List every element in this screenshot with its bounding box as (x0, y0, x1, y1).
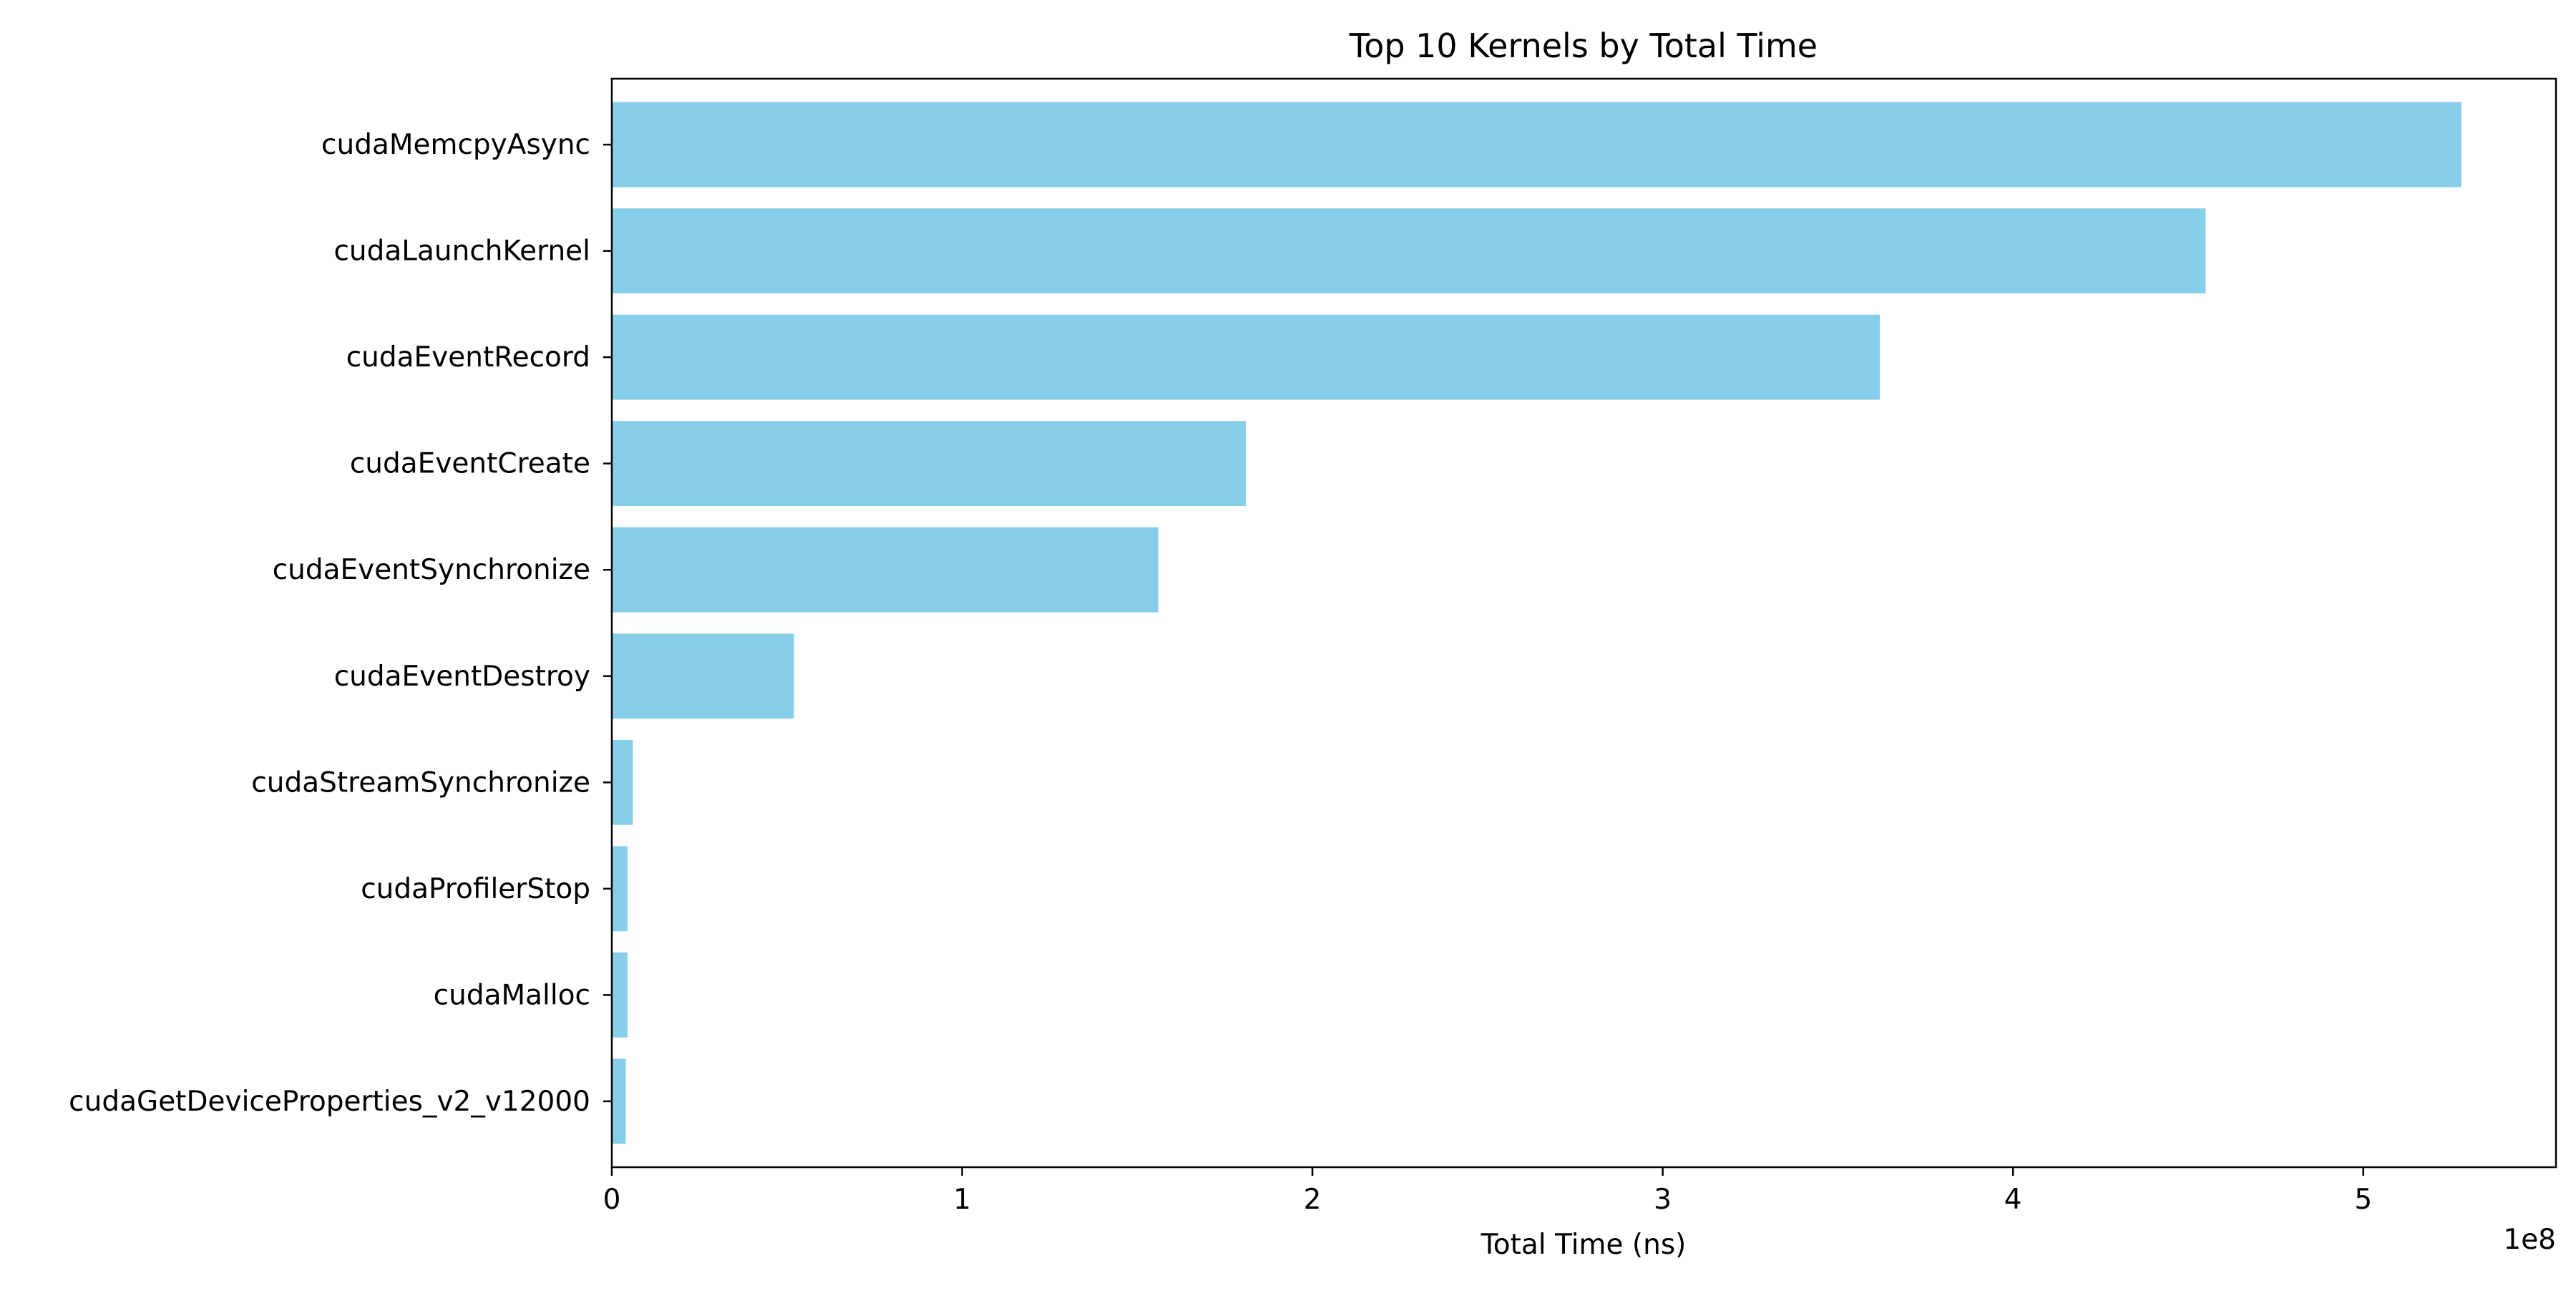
y-axis-ticks: cudaMemcpyAsync cudaLaunchKernel cudaEvent… (69, 129, 612, 1118)
x-axis-label: Total Time (ns) (1480, 1229, 1687, 1261)
y-tick-label: cudaEventRecord (346, 341, 590, 374)
bar-cudaEventSynchronize (612, 527, 1158, 613)
x-tick-label: 3 (1654, 1184, 1672, 1216)
bar-cudaEventCreate (612, 421, 1246, 507)
bar-cudaLaunchKernel (612, 208, 2206, 294)
bars-group (612, 102, 2462, 1144)
y-tick-label: cudaMalloc (434, 979, 590, 1011)
bar-cudaEventDestroy (612, 633, 794, 719)
x-tick-label: 2 (1304, 1184, 1322, 1216)
y-tick-label: cudaEventCreate (350, 448, 590, 480)
y-tick-label: cudaEventDestroy (334, 661, 590, 693)
bar-cudaGetDeviceProperties_v2_v12000 (612, 1058, 626, 1144)
bar-cudaMemcpyAsync (612, 102, 2462, 187)
x-tick-label: 0 (603, 1184, 621, 1216)
chart-title: Top 10 Kernels by Total Time (1349, 26, 1818, 65)
bar-cudaEventRecord (612, 314, 1880, 400)
x-tick-label: 1 (953, 1184, 971, 1216)
y-tick-label: cudaProfilerStop (361, 873, 590, 905)
bar-cudaStreamSynchronize (612, 739, 633, 825)
y-tick-label: cudaEventSynchronize (273, 554, 590, 586)
y-tick-label: cudaLaunchKernel (333, 235, 590, 268)
x-axis-offset-label: 1e8 (2503, 1224, 2556, 1256)
y-tick-label: cudaStreamSynchronize (251, 766, 590, 799)
plot-area-frame (610, 77, 2557, 1169)
y-tick-label: cudaGetDeviceProperties_v2_v12000 (69, 1086, 590, 1118)
x-tick-label: 5 (2354, 1184, 2372, 1216)
x-axis-ticks: 0 1 2 3 4 5 (603, 1167, 2372, 1216)
y-tick-label: cudaMemcpyAsync (321, 129, 590, 161)
bar-cudaMalloc (612, 952, 628, 1038)
bar-cudaProfilerStop (612, 846, 628, 932)
x-tick-label: 4 (2004, 1184, 2022, 1216)
